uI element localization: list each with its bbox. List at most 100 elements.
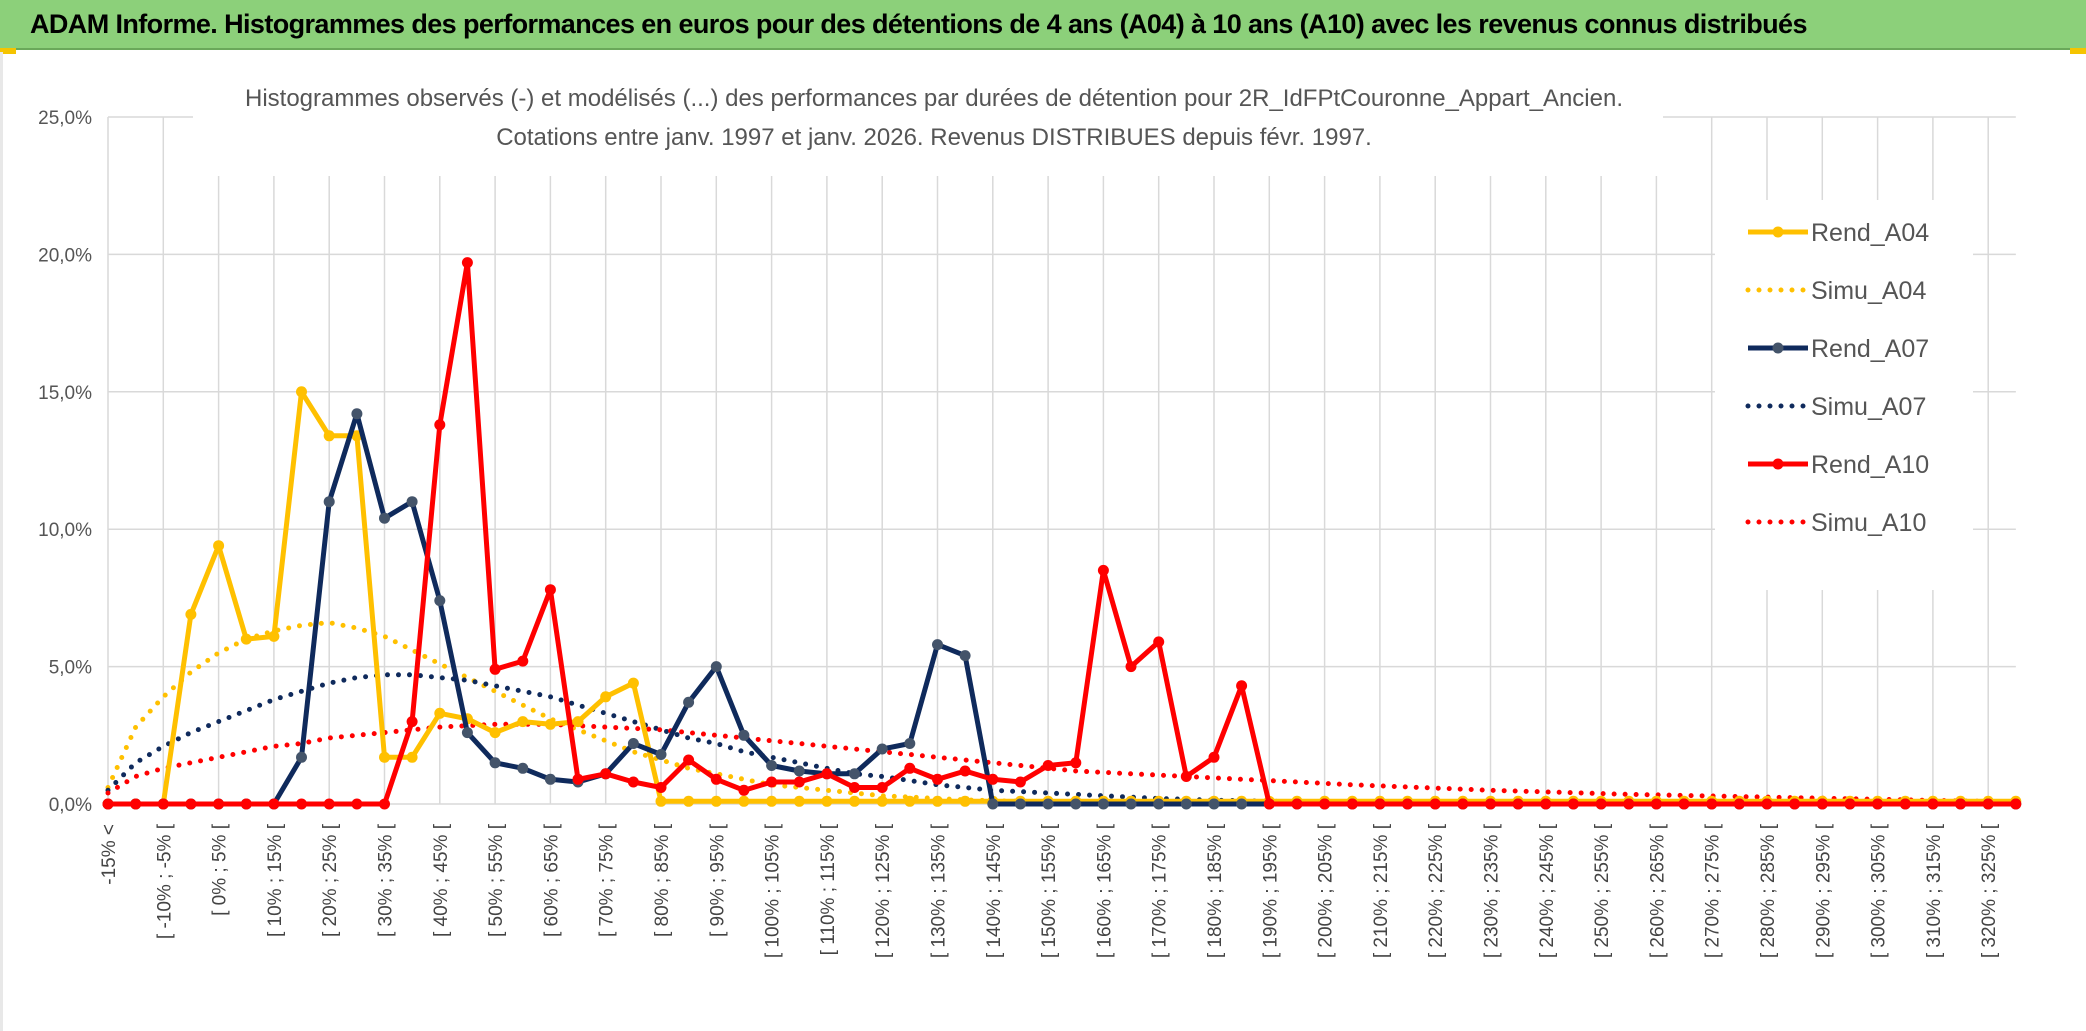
legend-marker-rend-a10 bbox=[1772, 458, 1784, 470]
data-point-rend-a10 bbox=[461, 257, 473, 269]
data-point-rend-a10 bbox=[1540, 798, 1552, 810]
x-tick-label: [ 210% ; 215% [ bbox=[1371, 823, 1392, 958]
data-point-rend-a10 bbox=[1567, 798, 1579, 810]
x-tick-label: [ 20% ; 25% [ bbox=[320, 823, 341, 937]
y-tick-label: 5,0% bbox=[49, 658, 92, 679]
data-point-rend-a07 bbox=[987, 798, 999, 810]
series-line-rend-a10 bbox=[108, 260, 2016, 807]
x-tick-label: [ 130% ; 135% [ bbox=[929, 823, 950, 958]
data-point-rend-a07 bbox=[379, 512, 390, 524]
legend-label-rend-a10: Rend_A10 bbox=[1811, 451, 1929, 479]
data-point-rend-a10 bbox=[351, 798, 363, 810]
data-point-rend-a04 bbox=[738, 795, 750, 807]
data-point-rend-a10 bbox=[766, 776, 778, 788]
data-point-rend-a10 bbox=[1346, 798, 1358, 810]
legend-label-rend-a07: Rend_A07 bbox=[1811, 335, 1929, 363]
data-point-rend-a07 bbox=[461, 727, 473, 739]
data-point-rend-a10 bbox=[1457, 798, 1469, 810]
data-point-rend-a10 bbox=[1982, 798, 1994, 810]
chart-title: Histogrammes observés (-) et modélisés (… bbox=[245, 85, 1623, 112]
y-tick-label: 10,0% bbox=[38, 520, 92, 541]
data-point-rend-a10 bbox=[710, 773, 722, 785]
x-tick-label: [ 160% ; 165% [ bbox=[1094, 823, 1115, 958]
data-point-rend-a04 bbox=[655, 795, 667, 807]
data-point-rend-a10 bbox=[738, 784, 750, 796]
x-tick-label: [ 190% ; 195% [ bbox=[1260, 823, 1281, 958]
x-tick-label: [ 320% ; 325% [ bbox=[1979, 823, 2000, 958]
data-point-rend-a07 bbox=[1153, 798, 1165, 810]
data-point-rend-a10 bbox=[1180, 771, 1192, 782]
data-point-rend-a10 bbox=[1319, 798, 1331, 810]
data-point-rend-a10 bbox=[655, 782, 667, 793]
x-tick-label: [ 220% ; 225% [ bbox=[1426, 823, 1447, 958]
x-tick-label: [ 150% ; 155% [ bbox=[1039, 823, 1060, 958]
y-tick-label: 25,0% bbox=[38, 108, 92, 129]
x-tick-label: [ 310% ; 315% [ bbox=[1924, 823, 1945, 958]
x-tick-label: [ 10% ; 15% [ bbox=[265, 823, 286, 937]
data-point-rend-a10 bbox=[1097, 564, 1109, 576]
x-tick-label: [ 120% ; 125% [ bbox=[873, 823, 894, 958]
x-tick-label: [ 180% ; 185% [ bbox=[1205, 823, 1226, 958]
x-tick-label: [ 200% ; 205% [ bbox=[1316, 823, 1337, 958]
data-point-rend-a04 bbox=[489, 727, 501, 739]
data-point-rend-a10 bbox=[627, 776, 639, 788]
data-point-rend-a07 bbox=[1180, 798, 1192, 810]
data-point-rend-a04 bbox=[379, 751, 390, 763]
data-point-rend-a07 bbox=[766, 760, 778, 771]
data-point-rend-a04 bbox=[323, 430, 335, 442]
data-point-rend-a04 bbox=[517, 716, 529, 728]
data-point-rend-a10 bbox=[600, 768, 612, 780]
data-point-rend-a10 bbox=[821, 768, 833, 780]
series-line-rend-a04 bbox=[108, 389, 2016, 807]
data-point-rend-a07 bbox=[849, 768, 860, 780]
x-tick-label: [ 280% ; 285% [ bbox=[1758, 823, 1779, 958]
data-point-rend-a10 bbox=[544, 584, 556, 596]
x-tick-label: [ 300% ; 305% [ bbox=[1869, 823, 1890, 958]
data-point-rend-a10 bbox=[1402, 798, 1413, 810]
series-layer bbox=[102, 257, 2022, 810]
data-point-rend-a04 bbox=[572, 716, 584, 728]
data-point-rend-a10 bbox=[1706, 798, 1718, 810]
data-point-rend-a04 bbox=[959, 795, 971, 807]
data-point-rend-a07 bbox=[876, 743, 888, 755]
data-point-rend-a04 bbox=[544, 718, 556, 730]
data-point-rend-a10 bbox=[1595, 798, 1607, 810]
data-point-rend-a10 bbox=[1263, 798, 1275, 810]
data-point-rend-a07 bbox=[1236, 798, 1248, 810]
data-point-rend-a10 bbox=[1872, 798, 1884, 810]
legend: Rend_A04 Simu_A04 Rend_A07 Simu_A07 Rend_A10… bbox=[1715, 200, 1973, 590]
data-point-rend-a10 bbox=[157, 798, 169, 810]
x-tick-label: [ 260% ; 265% [ bbox=[1647, 823, 1668, 958]
legend-label-simu-a07: Simu_A07 bbox=[1811, 393, 1926, 421]
x-tick-label: [ 230% ; 235% [ bbox=[1482, 823, 1503, 958]
x-tick-label: [ 30% ; 35% [ bbox=[376, 823, 397, 937]
data-point-rend-a07 bbox=[517, 762, 529, 774]
data-point-rend-a10 bbox=[1070, 757, 1082, 769]
data-point-rend-a10 bbox=[1014, 776, 1026, 788]
x-tick-label: [ 270% ; 275% [ bbox=[1703, 823, 1724, 958]
data-point-rend-a10 bbox=[1429, 798, 1441, 810]
data-point-rend-a10 bbox=[1678, 798, 1690, 810]
x-tick-label: [ 40% ; 45% [ bbox=[431, 823, 452, 937]
data-point-rend-a04 bbox=[296, 386, 307, 398]
data-point-rend-a07 bbox=[406, 496, 418, 508]
data-point-rend-a04 bbox=[600, 691, 612, 703]
data-point-rend-a07 bbox=[738, 729, 750, 741]
chart-area: Histogrammes observés (-) et modélisés (… bbox=[0, 52, 2086, 1031]
data-point-rend-a07 bbox=[434, 595, 446, 607]
data-point-rend-a04 bbox=[849, 795, 860, 807]
data-point-rend-a04 bbox=[710, 795, 722, 807]
data-point-rend-a10 bbox=[1291, 798, 1303, 810]
title-banner: ADAM Informe. Histogrammes des performan… bbox=[0, 0, 2086, 50]
y-tick-label: 15,0% bbox=[38, 383, 92, 404]
data-point-rend-a04 bbox=[627, 677, 639, 689]
data-point-rend-a10 bbox=[1927, 798, 1939, 810]
x-tick-label: [ 100% ; 105% [ bbox=[763, 823, 784, 958]
data-point-rend-a07 bbox=[351, 408, 363, 420]
data-point-rend-a10 bbox=[296, 798, 307, 810]
data-point-rend-a10 bbox=[876, 782, 888, 793]
legend-label-simu-a04: Simu_A04 bbox=[1811, 277, 1926, 305]
data-point-rend-a07 bbox=[710, 661, 722, 673]
data-point-rend-a04 bbox=[406, 751, 418, 763]
data-point-rend-a04 bbox=[932, 795, 943, 807]
